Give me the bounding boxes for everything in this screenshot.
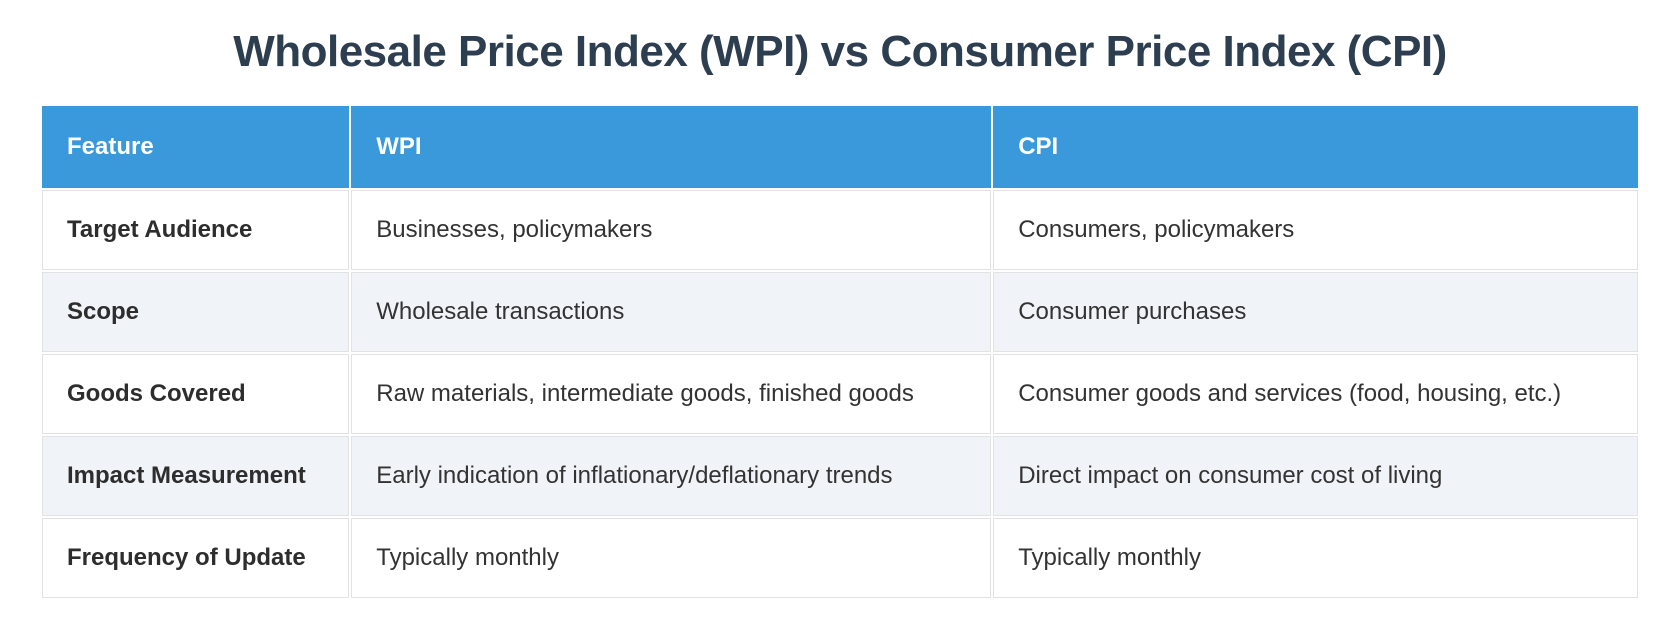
cpi-cell: Consumer purchases: [993, 272, 1638, 352]
cpi-cell: Typically monthly: [993, 518, 1638, 598]
wpi-cell: Raw materials, intermediate goods, finis…: [351, 354, 992, 434]
table-container: Feature WPI CPI Target Audience Business…: [0, 104, 1680, 600]
cpi-cell: Direct impact on consumer cost of living: [993, 436, 1638, 516]
table-header: Feature WPI CPI: [42, 106, 1638, 188]
page-title: Wholesale Price Index (WPI) vs Consumer …: [233, 27, 1447, 76]
table-row: Impact Measurement Early indication of i…: [42, 436, 1638, 516]
column-header-cpi: CPI: [993, 106, 1638, 188]
comparison-table: Feature WPI CPI Target Audience Business…: [40, 104, 1640, 600]
feature-cell: Impact Measurement: [42, 436, 350, 516]
feature-cell: Scope: [42, 272, 350, 352]
table-row: Frequency of Update Typically monthly Ty…: [42, 518, 1638, 598]
table-row: Goods Covered Raw materials, intermediat…: [42, 354, 1638, 434]
table-body: Target Audience Businesses, policymakers…: [42, 190, 1638, 598]
column-header-wpi: WPI: [351, 106, 992, 188]
feature-cell: Frequency of Update: [42, 518, 350, 598]
wpi-cell: Early indication of inflationary/deflati…: [351, 436, 992, 516]
wpi-cell: Typically monthly: [351, 518, 992, 598]
wpi-cell: Wholesale transactions: [351, 272, 992, 352]
cpi-cell: Consumer goods and services (food, housi…: [993, 354, 1638, 434]
column-header-feature: Feature: [42, 106, 350, 188]
feature-cell: Target Audience: [42, 190, 350, 270]
table-row: Target Audience Businesses, policymakers…: [42, 190, 1638, 270]
wpi-cell: Businesses, policymakers: [351, 190, 992, 270]
table-row: Scope Wholesale transactions Consumer pu…: [42, 272, 1638, 352]
header-row: Feature WPI CPI: [42, 106, 1638, 188]
cpi-cell: Consumers, policymakers: [993, 190, 1638, 270]
feature-cell: Goods Covered: [42, 354, 350, 434]
